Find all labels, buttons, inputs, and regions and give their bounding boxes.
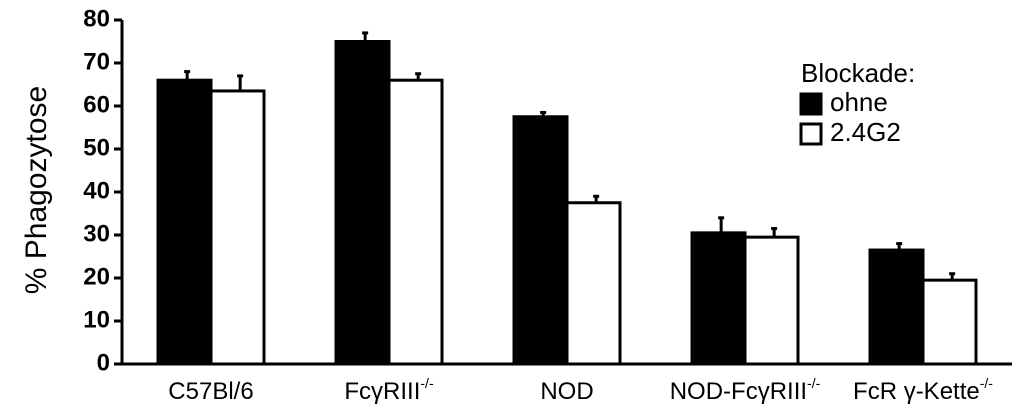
bar-ohne-3	[690, 231, 747, 366]
bar-24g2-3	[743, 235, 800, 366]
y-tick-label: 30	[83, 220, 110, 247]
bars	[156, 31, 978, 366]
category-label: NOD	[540, 378, 593, 405]
bar-24g2-4	[921, 278, 978, 366]
category-label: C57Bl/6	[168, 378, 253, 405]
legend-swatch	[799, 92, 823, 116]
y-tick-label: 70	[83, 48, 110, 75]
bar-ohne-1	[334, 40, 391, 366]
bar-ohne-4	[868, 248, 925, 366]
bar-24g2-2	[565, 201, 622, 366]
legend-title: Blockade:	[801, 58, 915, 88]
bar-ohne-2	[512, 115, 569, 366]
y-axis: 0 10 20 30 40 50 60 70 80	[83, 5, 124, 376]
y-tick-label: 10	[83, 306, 110, 333]
bar-24g2-0	[209, 89, 266, 366]
category-label: FcγRIII-/-	[344, 375, 434, 405]
y-tick-label: 50	[83, 134, 110, 161]
y-axis-title: % Phagozytose	[20, 86, 53, 294]
bar-24g2-1	[387, 78, 444, 366]
legend-label: 2.4G2	[830, 117, 901, 147]
legend-label: ohne	[830, 87, 888, 117]
bar-ohne-0	[156, 78, 213, 366]
y-tick-label: 60	[83, 91, 110, 118]
legend-swatch	[799, 122, 823, 146]
y-tick-label: 0	[97, 349, 110, 376]
category-label: FcR γ-Kette-/-	[853, 375, 993, 405]
y-tick-label: 20	[83, 263, 110, 290]
y-tick-label: 40	[83, 177, 110, 204]
y-tick-label: 80	[83, 5, 110, 32]
category-label: NOD-FcγRIII-/-	[670, 375, 821, 405]
category-labels: C57Bl/6 FcγRIII-/- NOD NOD-FcγRIII-/- FcR γ-…	[168, 375, 993, 405]
